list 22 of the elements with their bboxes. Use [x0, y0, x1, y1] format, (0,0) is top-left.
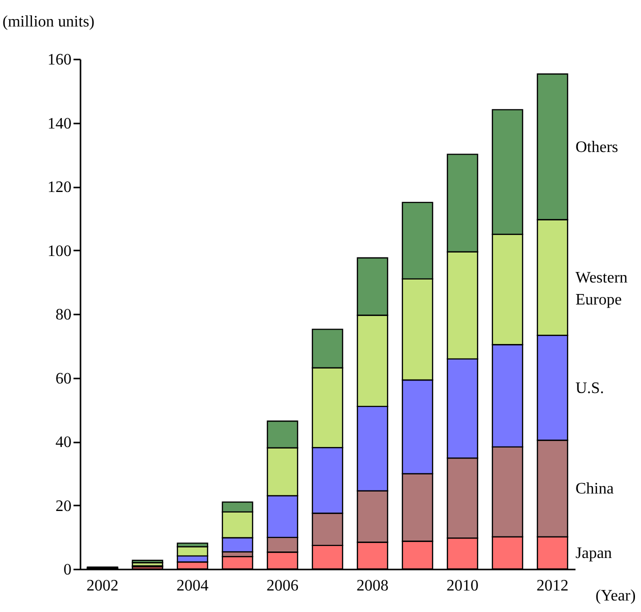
x-tick-label: 2004	[176, 578, 208, 594]
series-label: Western Europe	[576, 270, 628, 309]
y-tick-label: 80	[56, 306, 72, 324]
y-tick-label: 40	[56, 434, 72, 451]
x-tick-label: 2012	[536, 578, 568, 594]
x-tick-label: 2008	[356, 578, 388, 594]
x-axis-title: (Year)	[596, 588, 636, 604]
series-label: Others	[576, 138, 618, 156]
x-tick-label: 2006	[266, 578, 298, 594]
y-tick-label: 60	[56, 370, 72, 388]
x-tick-label: 2010	[446, 578, 478, 594]
x-tick-label: 2002	[86, 578, 118, 594]
y-tick-label: 120	[48, 179, 72, 196]
y-tick-label: 140	[48, 115, 72, 132]
y-tick-label: 0	[64, 562, 72, 578]
y-axis-title: (million units)	[2, 14, 94, 30]
y-tick-label: 100	[48, 242, 72, 260]
series-label: Japan	[576, 544, 612, 562]
y-tick-label: 20	[56, 498, 72, 515]
series-label: China	[576, 480, 614, 498]
y-tick-label: 160	[48, 52, 72, 68]
series-label: U.S.	[576, 380, 604, 397]
